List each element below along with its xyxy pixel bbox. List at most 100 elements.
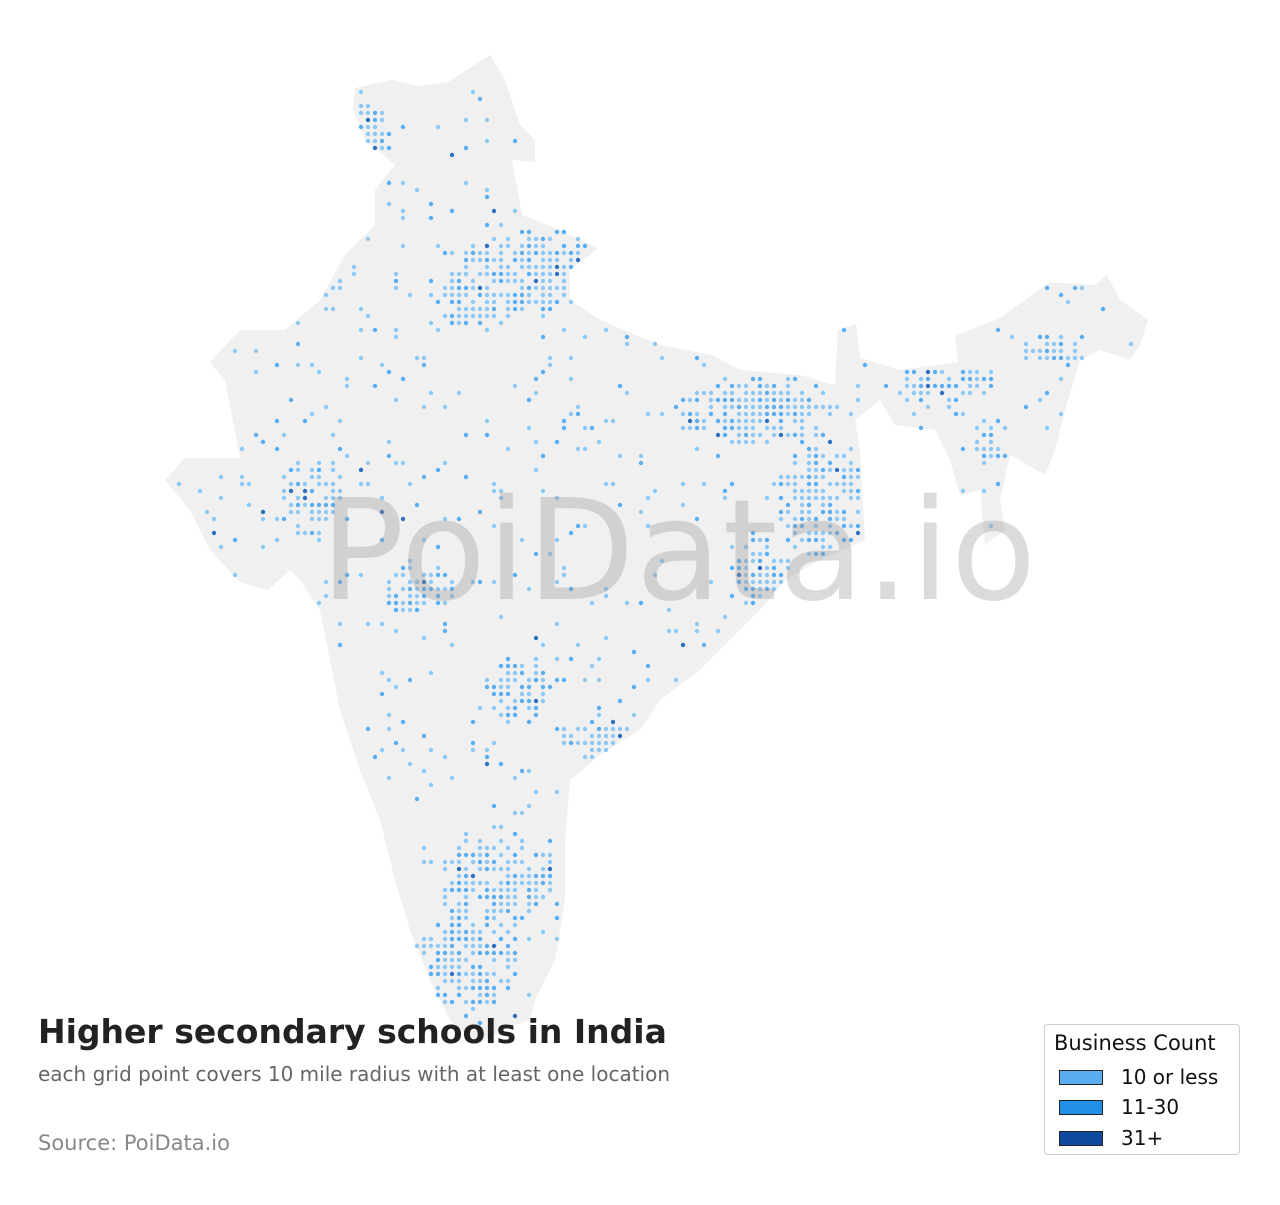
legend-swatch-low	[1059, 1069, 1103, 1085]
grid-point	[421, 600, 427, 606]
grid-point	[813, 404, 819, 410]
grid-point	[806, 516, 812, 522]
grid-point	[407, 593, 413, 599]
grid-point	[617, 733, 623, 739]
grid-point	[925, 404, 931, 410]
grid-point	[729, 481, 735, 487]
grid-point	[372, 754, 378, 760]
grid-point	[491, 257, 497, 263]
grid-point	[589, 663, 595, 669]
grid-point	[491, 523, 497, 529]
grid-point	[708, 579, 714, 585]
grid-point	[470, 278, 476, 284]
grid-point	[1023, 404, 1029, 410]
grid-point	[806, 495, 812, 501]
grid-point	[1051, 348, 1057, 354]
grid-point	[540, 929, 546, 935]
grid-point	[274, 418, 280, 424]
grid-point	[540, 698, 546, 704]
grid-point	[519, 859, 525, 865]
grid-point	[855, 383, 861, 389]
grid-point	[407, 579, 413, 585]
grid-point	[743, 425, 749, 431]
grid-point	[827, 502, 833, 508]
grid-point	[449, 971, 455, 977]
grid-point	[456, 278, 462, 284]
grid-point	[925, 376, 931, 382]
grid-point	[1079, 285, 1085, 291]
grid-point	[547, 257, 553, 263]
grid-point	[435, 943, 441, 949]
grid-point	[526, 866, 532, 872]
grid-point	[239, 446, 245, 452]
grid-point	[911, 390, 917, 396]
grid-point	[456, 866, 462, 872]
grid-point	[442, 285, 448, 291]
grid-point	[841, 488, 847, 494]
grid-point	[603, 726, 609, 732]
grid-point	[750, 551, 756, 557]
grid-point	[729, 544, 735, 550]
grid-point	[561, 229, 567, 235]
grid-point	[330, 502, 336, 508]
grid-point	[750, 537, 756, 543]
grid-point	[603, 327, 609, 333]
grid-point	[442, 292, 448, 298]
grid-point	[736, 432, 742, 438]
grid-point	[561, 572, 567, 578]
grid-point	[1065, 355, 1071, 361]
grid-point	[491, 684, 497, 690]
grid-point	[470, 313, 476, 319]
grid-point	[722, 397, 728, 403]
grid-point	[792, 460, 798, 466]
grid-point	[785, 474, 791, 480]
grid-point	[554, 656, 560, 662]
grid-point	[813, 425, 819, 431]
grid-point	[736, 558, 742, 564]
grid-point	[428, 859, 434, 865]
grid-point	[442, 859, 448, 865]
grid-point	[547, 355, 553, 361]
grid-point	[764, 383, 770, 389]
grid-point	[393, 397, 399, 403]
grid-point	[757, 565, 763, 571]
grid-point	[645, 523, 651, 529]
grid-point	[526, 936, 532, 942]
grid-point	[484, 138, 490, 144]
grid-point	[330, 460, 336, 466]
grid-point	[491, 887, 497, 893]
grid-point	[680, 502, 686, 508]
grid-point	[519, 768, 525, 774]
grid-point	[729, 383, 735, 389]
grid-point	[463, 474, 469, 480]
grid-point	[491, 803, 497, 809]
grid-point	[456, 887, 462, 893]
grid-point	[386, 712, 392, 718]
grid-point	[309, 488, 315, 494]
grid-point	[463, 880, 469, 886]
grid-point	[785, 481, 791, 487]
grid-point	[512, 292, 518, 298]
grid-point	[995, 481, 1001, 487]
grid-point	[540, 257, 546, 263]
grid-point	[449, 250, 455, 256]
grid-point	[330, 481, 336, 487]
grid-point	[491, 488, 497, 494]
grid-point	[638, 460, 644, 466]
grid-point	[554, 579, 560, 585]
grid-point	[498, 278, 504, 284]
grid-point	[337, 488, 343, 494]
grid-point	[526, 887, 532, 893]
grid-point	[428, 964, 434, 970]
grid-point	[463, 306, 469, 312]
grid-point	[491, 971, 497, 977]
grid-point	[988, 425, 994, 431]
grid-point	[505, 880, 511, 886]
grid-point	[477, 320, 483, 326]
grid-point	[323, 502, 329, 508]
grid-point	[799, 537, 805, 543]
grid-point	[421, 404, 427, 410]
grid-point	[624, 334, 630, 340]
grid-point	[449, 208, 455, 214]
grid-point	[519, 306, 525, 312]
